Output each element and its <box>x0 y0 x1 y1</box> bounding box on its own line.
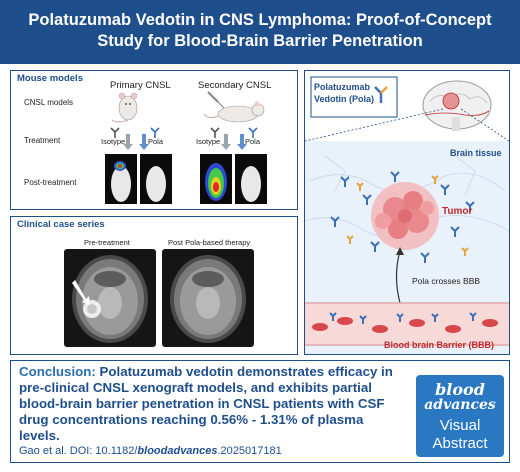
logo-line-2: advances <box>424 397 496 413</box>
conclusion-text: Conclusion: Polatuzumab vedotin demonstr… <box>19 364 407 444</box>
logo-line-4: Abstract <box>432 435 488 452</box>
isotype-antibody-icon-primary <box>110 127 120 138</box>
citation: Gao et al. DOI: 10.1182/bloodadvances.20… <box>19 445 409 457</box>
logo-line-1: blood <box>435 380 485 399</box>
isotype-label-secondary: Isotype <box>196 137 221 146</box>
citation-doi-end: .2025017181 <box>217 445 282 457</box>
bbb-crossing-label: Pola crosses BBB <box>412 276 481 286</box>
mri-scans <box>64 249 254 347</box>
pola-label-secondary: Pola <box>245 137 261 146</box>
mouse-models-figure <box>105 91 267 204</box>
mri-post-treatment <box>162 249 254 347</box>
blood-vessel <box>305 302 509 346</box>
pola-antibody-icon <box>374 86 388 103</box>
row-label-cnsl-models: CNSL models <box>24 98 74 107</box>
isotype-label-primary: Isotype <box>101 137 126 146</box>
bli-image-secondary-isotype <box>200 154 232 204</box>
tumor-label: Tumor <box>442 206 473 217</box>
isotype-antibody-icon-secondary <box>210 127 220 138</box>
pola-antibody-icon-secondary <box>248 127 258 138</box>
secondary-mouse-icon <box>203 91 265 123</box>
post-treatment-label: Post Pola-based therapy <box>168 238 251 247</box>
drug-name-line-1: Polatuzumab <box>314 82 371 92</box>
tumor-cluster <box>371 182 439 250</box>
page-title: Polatuzumab Vedotin in CNS Lymphoma: Pro… <box>0 10 520 52</box>
antibody-icons <box>330 171 475 263</box>
conclusion-label: Conclusion: <box>19 364 96 379</box>
treatment-arrows <box>123 134 247 150</box>
brain-icon <box>422 80 492 131</box>
bli-image-primary-pola <box>140 154 172 204</box>
brain-bbb-figure <box>305 71 509 346</box>
title-bar <box>0 0 520 64</box>
bbb-crossing-arrow <box>395 250 401 304</box>
drug-name-line-2: Vedotin (Pola) <box>314 94 375 104</box>
pre-treatment-label: Pre-treatment <box>84 238 130 247</box>
bli-image-primary-isotype <box>105 154 137 204</box>
citation-journal: bloodadvances <box>137 445 218 457</box>
primary-cnsl-label: Primary CNSL <box>110 80 171 91</box>
pola-antibody-icon-primary <box>150 127 160 138</box>
brain-tissue-label: Brain tissue <box>450 148 502 158</box>
clinical-title: Clinical case series <box>17 219 105 230</box>
pola-label-primary: Pola <box>148 137 164 146</box>
conclusion-body: Polatuzumab vedotin demonstrates efficac… <box>19 364 393 443</box>
lesion-arrow-icon <box>72 280 90 305</box>
row-label-treatment: Treatment <box>24 136 61 145</box>
title-line-1: Polatuzumab Vedotin in CNS Lymphoma: Pro… <box>28 11 492 29</box>
bli-image-secondary-pola <box>235 154 267 204</box>
mouse-models-title: Mouse models <box>17 73 83 84</box>
mri-pre-treatment <box>64 249 156 347</box>
citation-authors: Gao et al. DOI: 10.1182/ <box>19 445 138 457</box>
title-line-2: Study for Blood-Brain Barrier Penetratio… <box>97 32 423 50</box>
secondary-cnsl-label: Secondary CNSL <box>198 80 272 91</box>
row-label-post-treatment: Post-treatment <box>24 178 77 187</box>
journal-logo: blood advances Visual Abstract <box>416 375 504 457</box>
logo-line-3: Visual <box>439 417 481 434</box>
primary-mouse-icon <box>111 92 138 123</box>
bbb-label: Blood brain Barrier (BBB) <box>384 340 495 350</box>
